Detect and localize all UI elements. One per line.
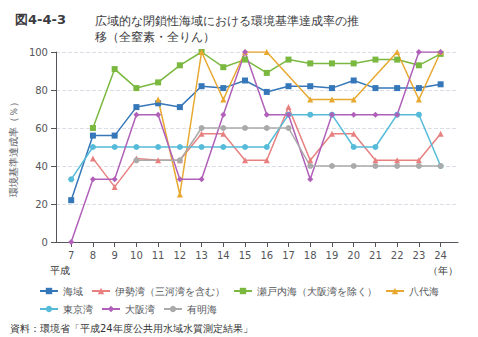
svg-text:瀬戸内海（大阪湾を除く）: 瀬戸内海（大阪湾を除く） (257, 286, 377, 297)
svg-text:10: 10 (130, 250, 143, 261)
svg-text:16: 16 (260, 250, 273, 261)
svg-text:11: 11 (152, 250, 165, 261)
svg-text:環境基準達成率（％）: 環境基準達成率（％） (8, 97, 19, 197)
svg-text:21: 21 (369, 250, 382, 261)
svg-text:有明海: 有明海 (187, 304, 217, 315)
svg-text:東京湾: 東京湾 (63, 304, 93, 315)
svg-text:図4-4-3: 図4-4-3 (15, 12, 66, 27)
svg-text:八代海: 八代海 (409, 286, 439, 297)
svg-text:19: 19 (326, 250, 339, 261)
svg-text:0: 0 (42, 237, 48, 248)
svg-text:20: 20 (35, 199, 48, 210)
svg-text:13: 13 (195, 250, 208, 261)
svg-text:20: 20 (347, 250, 360, 261)
svg-text:40: 40 (35, 161, 48, 172)
svg-text:広域的な閉鎖性海域における環境基準達成率の推: 広域的な閉鎖性海域における環境基準達成率の推 (95, 14, 359, 28)
svg-text:12: 12 (173, 250, 186, 261)
svg-text:海域: 海域 (63, 286, 83, 297)
svg-text:80: 80 (35, 85, 48, 96)
svg-text:伊勢湾（三河湾を含む）: 伊勢湾（三河湾を含む） (115, 286, 225, 297)
svg-text:100: 100 (29, 47, 48, 58)
svg-text:（年）: （年） (428, 265, 458, 276)
svg-text:15: 15 (239, 250, 252, 261)
svg-text:7: 7 (68, 250, 74, 261)
svg-text:9: 9 (111, 250, 117, 261)
svg-text:平成: 平成 (50, 265, 70, 276)
svg-text:移（全窒素・全りん）: 移（全窒素・全りん） (95, 30, 215, 44)
svg-text:22: 22 (391, 250, 404, 261)
svg-text:17: 17 (282, 250, 295, 261)
svg-text:23: 23 (413, 250, 426, 261)
svg-text:60: 60 (35, 123, 48, 134)
svg-text:資料：環境省「平成24年度公共用水域水質測定結果」: 資料：環境省「平成24年度公共用水域水質測定結果」 (10, 323, 253, 334)
svg-text:24: 24 (434, 250, 447, 261)
svg-text:大阪湾: 大阪湾 (125, 304, 155, 315)
svg-text:14: 14 (217, 250, 230, 261)
svg-text:18: 18 (304, 250, 317, 261)
svg-text:8: 8 (90, 250, 96, 261)
